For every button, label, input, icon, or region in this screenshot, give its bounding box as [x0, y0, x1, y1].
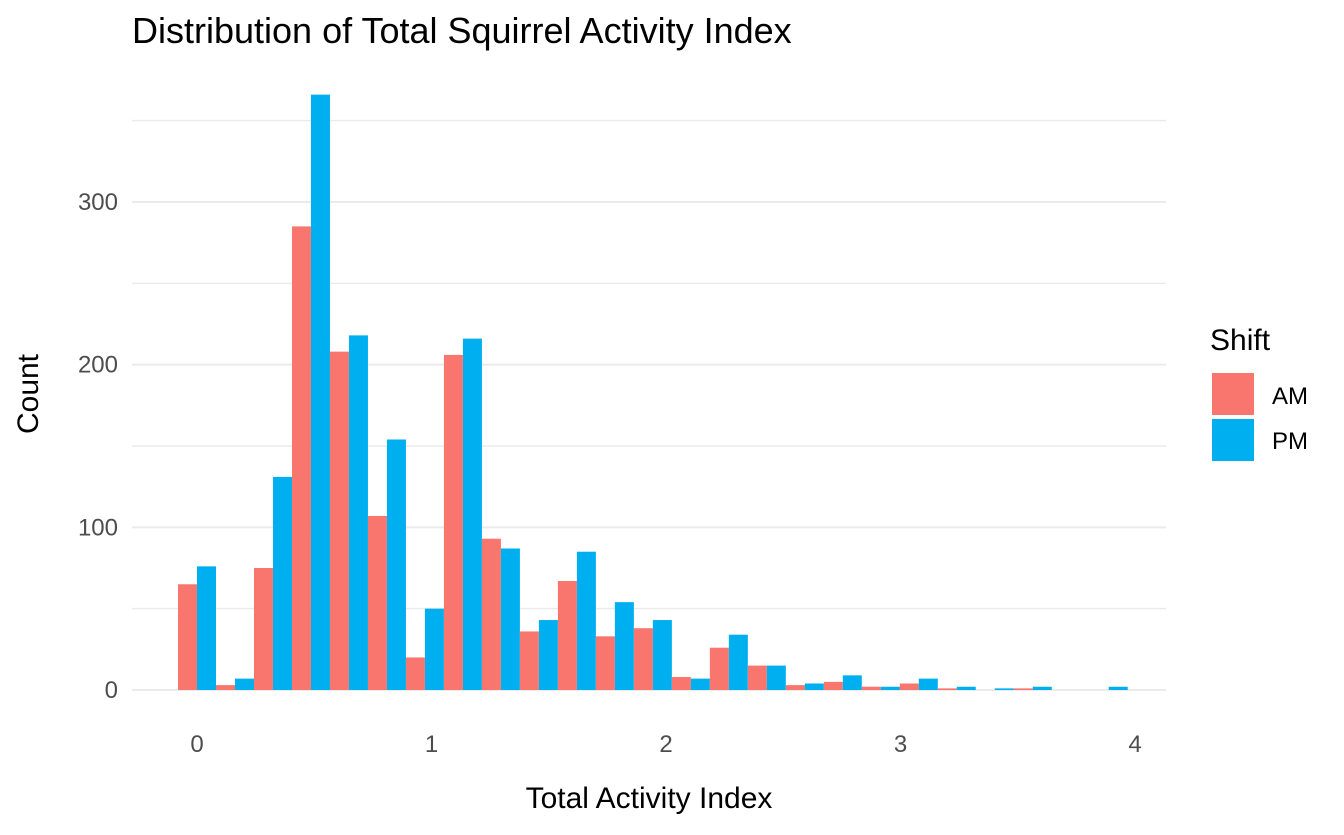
bar-pm [918, 678, 938, 690]
y-tick-label: 300 [78, 189, 118, 216]
x-axis-label: Total Activity Index [526, 782, 773, 815]
bar-pm [500, 548, 520, 690]
bar-pm [197, 566, 216, 690]
bar-am [595, 636, 615, 690]
bar-am [253, 567, 273, 690]
bar-pm [956, 686, 976, 690]
bar-am [405, 657, 425, 690]
bar-am [291, 226, 311, 690]
bar-pm [880, 686, 900, 690]
legend-label-pm: PM [1272, 428, 1308, 455]
bar-am [178, 584, 197, 690]
bar-pm [424, 608, 444, 690]
bar-pm [804, 683, 824, 690]
bar-am [329, 351, 349, 690]
x-tick-label: 1 [425, 731, 438, 758]
bar-pm [1032, 686, 1052, 690]
bar-pm [310, 94, 330, 690]
bar-am [557, 581, 577, 690]
bar-pm [272, 476, 292, 690]
bar-am [1013, 688, 1033, 690]
legend-key-am [1212, 373, 1254, 415]
bar-pm [386, 439, 406, 690]
bar-am [215, 685, 235, 690]
bar-pm [842, 675, 862, 690]
y-tick-label: 100 [78, 514, 118, 541]
y-tick-label: 200 [78, 352, 118, 379]
bar-pm [462, 338, 482, 690]
bar-pm [766, 665, 786, 690]
y-tick-label: 0 [105, 677, 118, 704]
x-tick-label: 2 [659, 731, 672, 758]
bar-pm [576, 551, 596, 690]
x-tick-label: 4 [1128, 731, 1141, 758]
bar-am [519, 631, 539, 690]
legend: Shift AM PM [1210, 324, 1308, 461]
bar-pm [538, 620, 558, 690]
legend-label-am: AM [1272, 383, 1308, 410]
bar-pm [234, 678, 254, 690]
bar-pm [1108, 686, 1128, 690]
y-axis-label: Count [12, 353, 45, 434]
x-tick-label: 0 [190, 731, 203, 758]
bar-am [481, 538, 501, 690]
chart-title: Distribution of Total Squirrel Activity … [132, 10, 792, 51]
bar-am [861, 686, 881, 690]
bar-pm [348, 335, 368, 690]
legend-title: Shift [1210, 324, 1271, 357]
bar-am [633, 628, 653, 690]
bar-pm [728, 634, 748, 690]
bar-pm [614, 602, 634, 690]
bar-pm [652, 620, 672, 690]
x-tick-label: 3 [894, 731, 907, 758]
bar-am [823, 681, 843, 690]
bar-am [443, 354, 463, 690]
bar-am [367, 515, 387, 690]
bar-am [747, 665, 767, 690]
bar-am [671, 676, 691, 690]
legend-key-pm [1212, 419, 1254, 461]
bar-am [899, 683, 919, 690]
bar-pm [690, 678, 710, 690]
bar-am [709, 647, 729, 690]
bar-am [937, 688, 957, 690]
bar-pm [994, 688, 1014, 690]
bar-am [785, 685, 805, 690]
